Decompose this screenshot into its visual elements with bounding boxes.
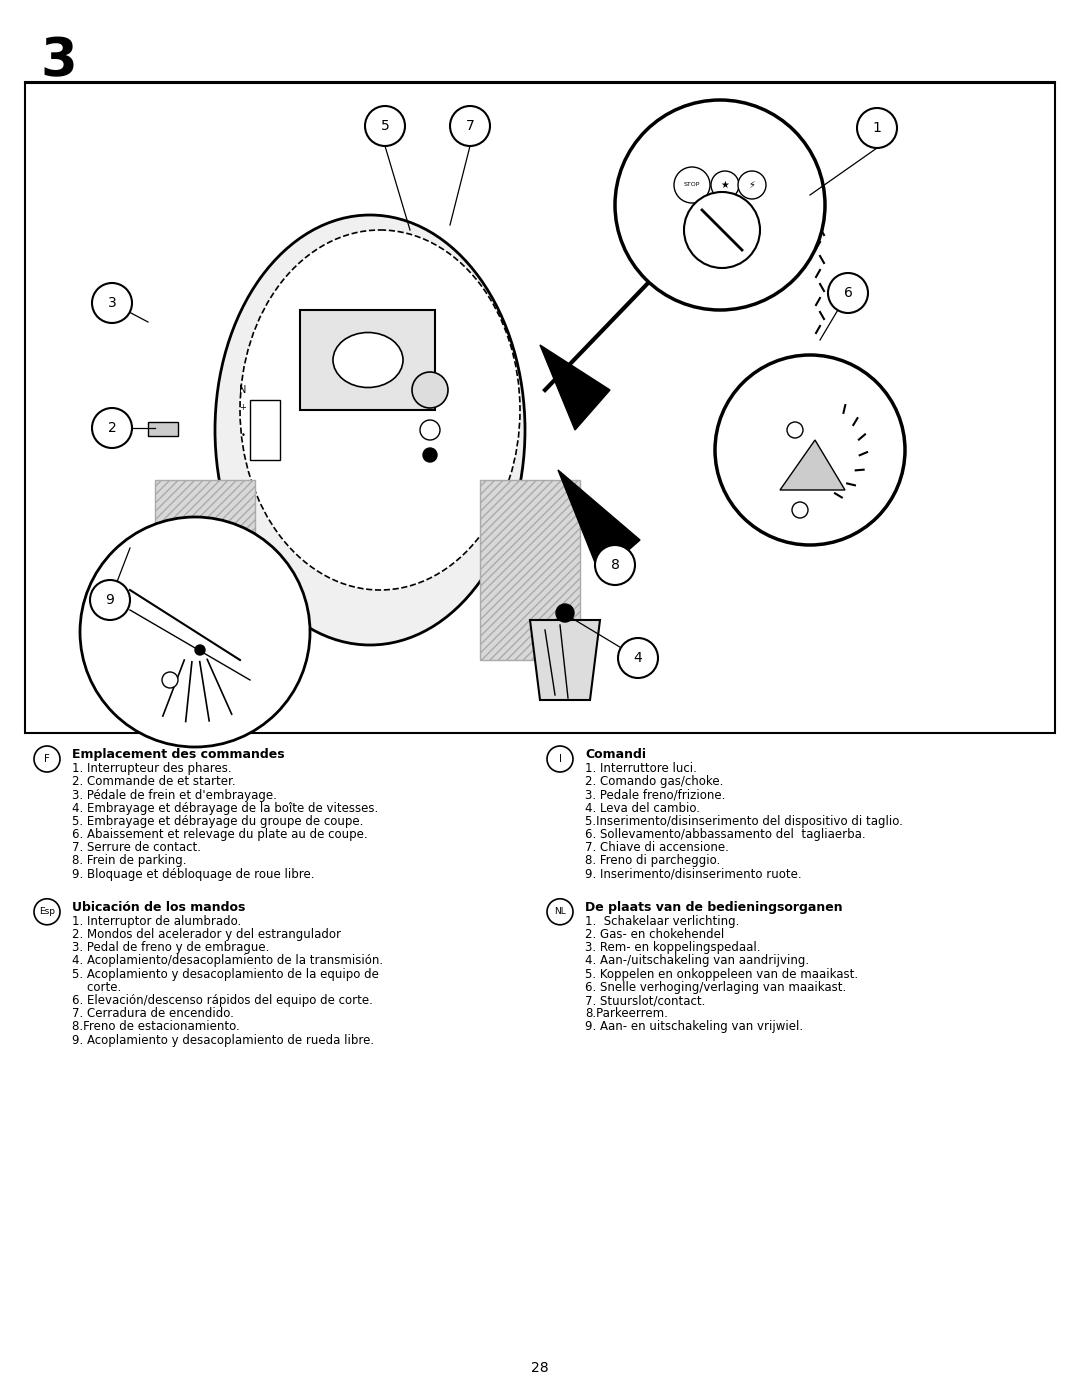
Text: N: N [240,386,246,395]
Ellipse shape [215,215,525,645]
Text: 9. Aan- en uitschakeling van vrijwiel.: 9. Aan- en uitschakeling van vrijwiel. [585,1020,804,1034]
Text: F: F [44,754,50,764]
Circle shape [858,108,897,148]
Bar [480,481,580,659]
Circle shape [90,580,130,620]
Text: 2. Commande de et starter.: 2. Commande de et starter. [72,775,235,788]
Ellipse shape [333,332,403,387]
Text: 8.Parkeerrem.: 8.Parkeerrem. [585,1007,667,1020]
Circle shape [162,672,178,687]
Polygon shape [530,620,600,700]
Text: 7. Stuurslot/contact.: 7. Stuurslot/contact. [585,995,705,1007]
Circle shape [738,170,766,198]
Text: 9: 9 [106,592,114,608]
Text: I: I [558,754,562,764]
Text: 3. Rem- en koppelingspedaal.: 3. Rem- en koppelingspedaal. [585,942,760,954]
Text: 1. Interruptor de alumbrado.: 1. Interruptor de alumbrado. [72,915,241,928]
Text: +: + [240,404,246,412]
Circle shape [411,372,448,408]
Circle shape [195,645,205,655]
Text: 5: 5 [380,119,390,133]
Text: corte.: corte. [72,981,121,993]
Text: Emplacement des commandes: Emplacement des commandes [72,747,285,761]
Circle shape [684,191,760,268]
Text: 3: 3 [108,296,117,310]
Text: •: • [241,430,245,440]
Circle shape [595,545,635,585]
Circle shape [556,604,573,622]
Text: NL: NL [554,907,566,916]
Text: 1.  Schakelaar verlichting.: 1. Schakelaar verlichting. [585,915,740,928]
Polygon shape [540,345,610,430]
Circle shape [423,448,437,462]
Text: 2. Comando gas/choke.: 2. Comando gas/choke. [585,775,724,788]
Circle shape [674,168,710,203]
Text: 8. Frein de parking.: 8. Frein de parking. [72,855,187,868]
Text: ★: ★ [720,180,729,190]
Circle shape [828,272,868,313]
Circle shape [792,502,808,518]
Text: Ubicación de los mandos: Ubicación de los mandos [72,901,245,914]
Circle shape [80,517,310,747]
Text: 1. Interrupteur des phares.: 1. Interrupteur des phares. [72,763,231,775]
Text: 6. Snelle verhoging/verlaging van maaikast.: 6. Snelle verhoging/verlaging van maaika… [585,981,847,993]
Circle shape [615,101,825,310]
Text: 1: 1 [873,122,881,136]
Circle shape [365,106,405,147]
Text: 3: 3 [40,35,77,87]
Bar [249,400,280,460]
Text: 4. Leva del cambio.: 4. Leva del cambio. [585,802,700,814]
Circle shape [715,355,905,545]
Text: 5. Koppelen en onkoppeleen van de maaikast.: 5. Koppelen en onkoppeleen van de maaika… [585,968,859,981]
Text: 6. Abaissement et relevage du plate au de coupe.: 6. Abaissement et relevage du plate au d… [72,828,367,841]
Ellipse shape [240,231,519,590]
Bar [300,310,435,409]
Text: 9. Inserimento/disinserimento ruote.: 9. Inserimento/disinserimento ruote. [585,868,801,880]
Text: 5.Inserimento/disinserimento del dispositivo di taglio.: 5.Inserimento/disinserimento del disposi… [585,814,903,828]
Text: 3. Pedale freno/frizione.: 3. Pedale freno/frizione. [585,788,726,802]
Text: 6. Elevación/descenso rápidos del equipo de corte.: 6. Elevación/descenso rápidos del equipo… [72,995,373,1007]
Bar [148,422,178,436]
Text: Esp: Esp [39,907,55,916]
Text: 9. Bloquage et débloquage de roue libre.: 9. Bloquage et débloquage de roue libre. [72,868,314,880]
Text: ⚡: ⚡ [748,180,755,190]
Text: 6: 6 [843,286,852,300]
Text: 7: 7 [465,119,474,133]
Text: 8: 8 [610,557,620,571]
Text: 2. Mondos del acelerador y del estrangulador: 2. Mondos del acelerador y del estrangul… [72,928,341,942]
Text: 4: 4 [634,651,643,665]
Polygon shape [780,440,845,490]
Text: De plaats van de bedieningsorganen: De plaats van de bedieningsorganen [585,901,842,914]
Text: 9. Acoplamiento y desacoplamiento de rueda libre.: 9. Acoplamiento y desacoplamiento de rue… [72,1034,374,1046]
Circle shape [711,170,739,198]
Text: 7. Chiave di accensione.: 7. Chiave di accensione. [585,841,729,854]
Text: 1. Interruttore luci.: 1. Interruttore luci. [585,763,697,775]
Text: 5. Embrayage et débrayage du groupe de coupe.: 5. Embrayage et débrayage du groupe de c… [72,814,363,828]
Bar [156,481,255,659]
Bar [25,82,1055,733]
Text: 4. Aan-/uitschakeling van aandrijving.: 4. Aan-/uitschakeling van aandrijving. [585,954,809,968]
Text: 2. Gas- en chokehendel: 2. Gas- en chokehendel [585,928,725,942]
Text: 3. Pedal de freno y de embrague.: 3. Pedal de freno y de embrague. [72,942,269,954]
Text: 4. Acoplamiento/desacoplamiento de la transmisión.: 4. Acoplamiento/desacoplamiento de la tr… [72,954,383,968]
Circle shape [618,638,658,678]
Text: 2: 2 [108,420,117,434]
Text: 5. Acoplamiento y desacoplamiento de la equipo de: 5. Acoplamiento y desacoplamiento de la … [72,968,379,981]
Circle shape [787,422,804,439]
Circle shape [92,284,132,323]
Circle shape [92,408,132,448]
Text: 7. Cerradura de encendido.: 7. Cerradura de encendido. [72,1007,234,1020]
Text: 7. Serrure de contact.: 7. Serrure de contact. [72,841,201,854]
Text: Comandi: Comandi [585,747,646,761]
Text: 3. Pédale de frein et d'embrayage.: 3. Pédale de frein et d'embrayage. [72,788,276,802]
Text: 6. Sollevamento/abbassamento del  tagliaerba.: 6. Sollevamento/abbassamento del tagliae… [585,828,866,841]
Text: 4. Embrayage et débrayage de la boîte de vitesses.: 4. Embrayage et débrayage de la boîte de… [72,802,378,814]
Circle shape [450,106,490,147]
Circle shape [420,420,440,440]
Polygon shape [558,469,640,576]
Text: 8. Freno di parcheggio.: 8. Freno di parcheggio. [585,855,720,868]
Text: 28: 28 [531,1361,549,1375]
Text: 8.Freno de estacionamiento.: 8.Freno de estacionamiento. [72,1020,240,1034]
Text: STOP: STOP [684,183,700,187]
